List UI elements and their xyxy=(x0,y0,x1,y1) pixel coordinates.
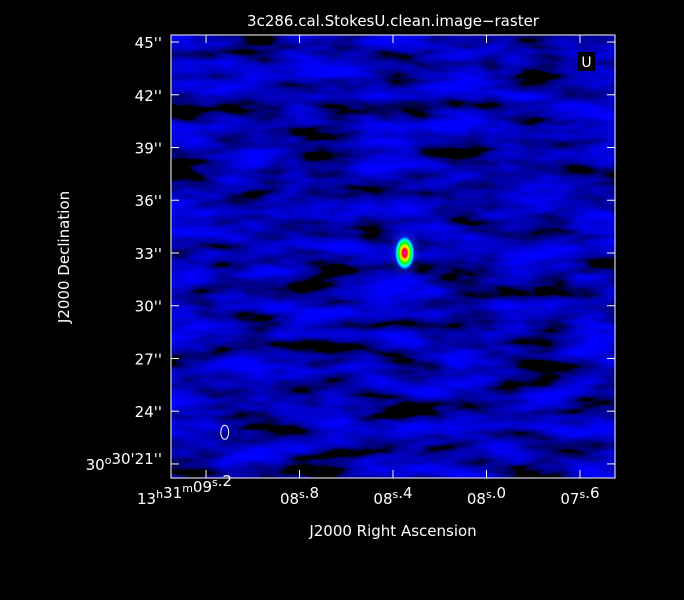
x-ticks: 13h31m09s.2 08s.8 08s.4 08s.0 07s.6 xyxy=(137,35,600,508)
x-tick-label-3: 08s.0 xyxy=(467,484,506,508)
y-tick-label-8: 45'' xyxy=(135,34,162,52)
beam-ellipse xyxy=(220,424,230,440)
y-tick-label-3: 30'' xyxy=(135,298,162,316)
y-axis-title: J2000 Declination xyxy=(55,191,73,324)
chart-title: 3c286.cal.StokesU.clean.image−raster xyxy=(247,12,540,30)
y-tick-label-4: 33'' xyxy=(135,245,162,263)
y-tick-label-6: 39'' xyxy=(135,140,162,158)
x-tick-label-2: 08s.4 xyxy=(373,484,412,508)
x-tick-label-1: 08s.8 xyxy=(280,484,319,508)
x-tick-label-0: 13h31m09s.2 xyxy=(137,472,232,508)
image-raster xyxy=(171,35,615,478)
y-tick-label-5: 36'' xyxy=(135,192,162,210)
stokes-badge xyxy=(578,52,595,71)
x-axis-title: J2000 Right Ascension xyxy=(308,522,476,540)
y-tick-label-1: 24'' xyxy=(135,403,162,421)
y-tick-label-2: 27'' xyxy=(135,350,162,368)
y-tick-label-7: 42'' xyxy=(135,87,162,105)
source-peak xyxy=(394,235,415,270)
x-tick-label-4: 07s.6 xyxy=(560,484,599,508)
stokes-label: U xyxy=(581,55,591,71)
y-ticks: 30o30'21'' 24'' 27'' 30'' 33'' 36'' 39'' 42'' 45… xyxy=(86,34,615,474)
y-tick-label-0: 30o30'21'' xyxy=(86,450,162,474)
